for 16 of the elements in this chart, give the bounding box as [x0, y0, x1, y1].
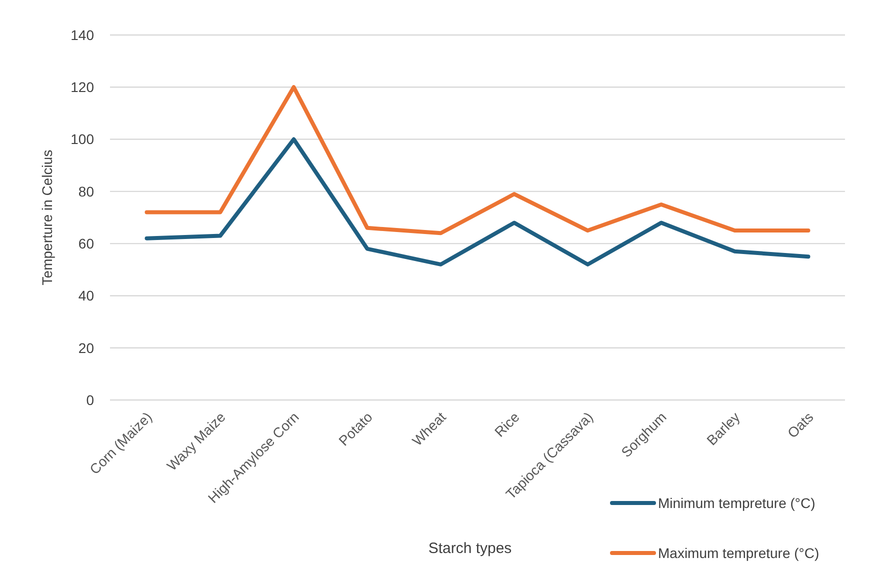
legend-label: Maximum tempreture (°C) — [658, 544, 820, 561]
y-tick-label: 60 — [78, 235, 94, 252]
y-tick-label: 100 — [70, 131, 94, 148]
y-tick-label: 20 — [78, 340, 94, 356]
y-axis-title: Temperture in Celcius — [39, 150, 55, 286]
x-axis-title: Starch types — [428, 540, 512, 557]
y-tick-label: 0 — [86, 392, 94, 408]
x-tick-label: Oats — [784, 408, 816, 442]
y-tick-label: 40 — [78, 288, 94, 304]
line-series — [144, 137, 810, 266]
y-tick-label: 80 — [78, 183, 94, 200]
y-tick-label: 140 — [70, 26, 94, 43]
x-tick-label: Rice — [491, 408, 523, 440]
line-series — [144, 85, 810, 236]
legend-label: Minimum tempreture (°C) — [658, 494, 816, 511]
y-tick-label: 120 — [70, 79, 94, 96]
